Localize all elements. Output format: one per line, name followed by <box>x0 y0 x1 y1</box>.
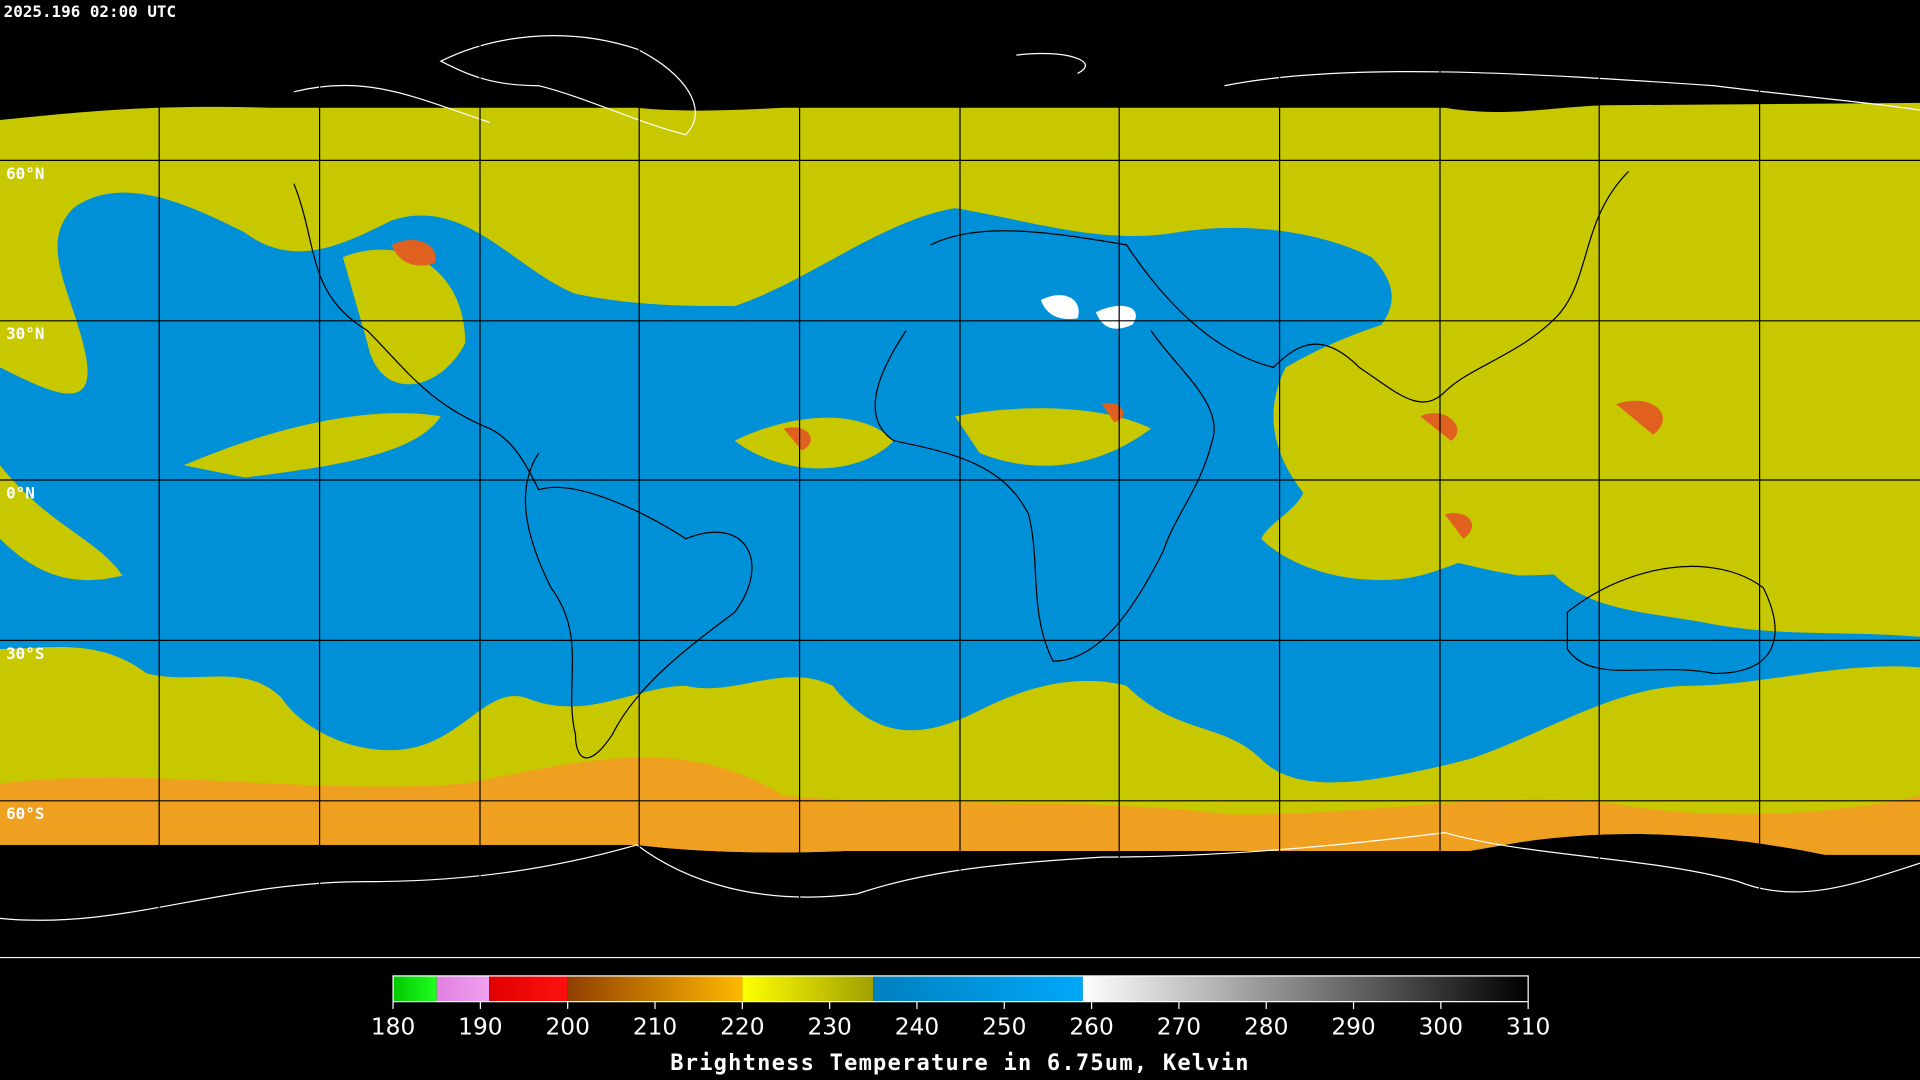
colorbar-tick-label: 300 <box>1419 1014 1463 1041</box>
colorbar-frame <box>392 975 1529 1003</box>
graticule <box>0 0 1920 955</box>
colorbar-segment <box>393 975 437 1002</box>
colorbar-tick-label: 220 <box>720 1014 764 1041</box>
colorbar-tick-label: 180 <box>371 1014 415 1041</box>
colorbar-segment <box>873 975 1083 1002</box>
lat-label: 0°N <box>6 483 35 502</box>
colorbar-tick-label: 210 <box>633 1014 677 1041</box>
colorbar-tick-label: 260 <box>1069 1014 1113 1041</box>
colorbar-tick-label: 200 <box>545 1014 589 1041</box>
lat-label: 60°N <box>6 164 44 183</box>
colorbar-label: Brightness Temperature in 6.75um, Kelvin <box>670 1051 1250 1076</box>
colorbar-segment <box>489 975 568 1002</box>
colorbar-segment <box>436 975 490 1002</box>
colorbar-tick-label: 280 <box>1244 1014 1288 1041</box>
colorbar-tick-label: 230 <box>807 1014 851 1041</box>
colorbar-tick-label: 240 <box>895 1014 939 1041</box>
colorbar-tick-label: 290 <box>1331 1014 1375 1041</box>
coastlines <box>293 170 1776 759</box>
colorbar-tick-label: 310 <box>1506 1014 1550 1041</box>
colorbar-tick-label: 270 <box>1157 1014 1201 1041</box>
lat-label: 30°N <box>6 324 44 343</box>
colorbar-segment <box>742 975 874 1002</box>
timestamp: 2025.196 02:00 UTC <box>4 2 176 21</box>
colorbar-tick-label: 250 <box>982 1014 1026 1041</box>
map-imagery <box>0 0 1920 959</box>
colorbar-tick-label: 190 <box>458 1014 502 1041</box>
lat-label: 30°S <box>6 644 44 663</box>
lat-label: 60°S <box>6 804 44 823</box>
colorbar-segment <box>1082 975 1529 1002</box>
moist-region <box>0 191 1844 581</box>
colorbar-segment <box>567 975 743 1002</box>
